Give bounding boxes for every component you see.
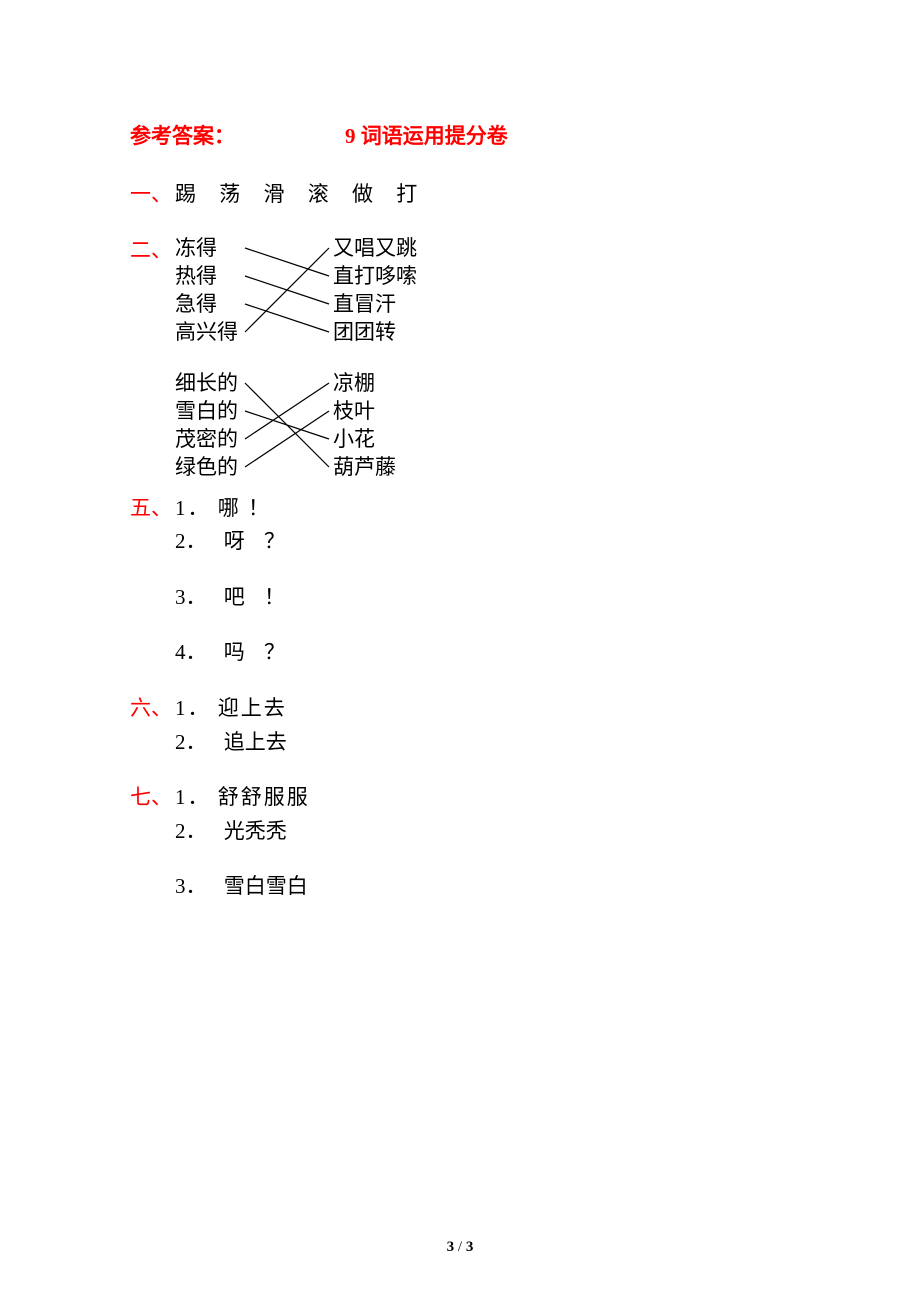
match-right-item: 直打哆嗦 [333,262,417,290]
item-text: 呀 [224,529,245,553]
match-left-item: 雪白的 [175,397,238,425]
item-num: 3． [175,874,207,898]
match-right-item: 凉棚 [333,369,396,397]
title-right: 9 词语运用提分卷 [345,120,508,150]
item-text: 追上去 [224,730,287,754]
word: 荡 [219,182,242,206]
match-left-col: 细长的 雪白的 茂密的 绿色的 [175,369,238,481]
page-footer: 3 / 3 [0,1239,920,1256]
match-left-item: 细长的 [175,369,238,397]
match-left-item: 冻得 [175,234,238,262]
section-two: 二、 冻得 热得 急得 高兴得 又唱又跳 直打哆嗦 直冒汗 团团转 [130,234,790,482]
item-text: 光秃秃 [224,819,287,843]
section-six-item: 2． 追上去 [175,726,790,760]
match-right-item: 葫芦藤 [333,453,396,481]
section-seven-item: 2． 光秃秃 [175,815,790,849]
section-five-item: 3． 吧 ！ [175,581,790,615]
match-right-item: 直冒汗 [333,290,417,318]
item-text: 迎上去 [218,696,287,720]
page-sep: / [454,1239,466,1255]
section-two-label: 二、 [130,234,175,482]
section-six-first: 1． 迎上去 [175,692,287,726]
match-right-item: 又唱又跳 [333,234,417,262]
item-num: 2． [175,819,207,843]
section-five: 五、 1． 哪 ！ [130,492,790,526]
item-text: 雪白雪白 [224,874,308,898]
section-one-words: 踢 荡 滑 滚 做 打 [175,178,433,212]
word: 滑 [264,182,287,206]
section-six: 六、 1． 迎上去 [130,692,790,726]
section-seven: 七、 1． 舒舒服服 [130,781,790,815]
section-seven-item: 3． 雪白雪白 [175,870,790,904]
item-text: 舒舒服服 [218,785,310,809]
item-num: 2． [175,730,207,754]
section-five-item: 4． 吗 ？ [175,636,790,670]
section-seven-label: 七、 [130,781,175,815]
section-five-label: 五、 [130,492,175,526]
match-right-item: 小花 [333,425,396,453]
item-punct: ！ [264,585,285,609]
page-total: 3 [466,1239,474,1255]
match-right-item: 团团转 [333,318,417,346]
document-page: 参考答案： 9 词语运用提分卷 一、 踢 荡 滑 滚 做 打 二、 冻得 热得 … [0,0,920,904]
match-right-col: 又唱又跳 直打哆嗦 直冒汗 团团转 [333,234,417,346]
item-punct: ？ [264,640,285,664]
match-left-item: 高兴得 [175,318,238,346]
match-left-item: 绿色的 [175,453,238,481]
match-left-item: 热得 [175,262,238,290]
item-num: 3． [175,585,207,609]
title-row: 参考答案： 9 词语运用提分卷 [130,120,790,150]
section-five-item: 2． 呀 ？ [175,525,790,559]
word: 滚 [308,182,331,206]
item-num: 2． [175,529,207,553]
item-num: 1． [175,785,211,809]
section-five-first: 1． 哪 ！ [175,492,271,526]
section-six-label: 六、 [130,692,175,726]
item-punct: ？ [264,529,285,553]
section-one-label: 一、 [130,178,175,212]
item-num: 1． [175,696,211,720]
word: 踢 [175,182,198,206]
match-left-item: 急得 [175,290,238,318]
item-punct: ！ [248,496,271,520]
item-text: 吗 [224,640,245,664]
item-text: 哪 [218,496,241,520]
match-left-item: 茂密的 [175,425,238,453]
match-left-col: 冻得 热得 急得 高兴得 [175,234,238,346]
item-num: 4． [175,640,207,664]
item-text: 吧 [224,585,245,609]
word: 打 [396,182,419,206]
match-right-col: 凉棚 枝叶 小花 葫芦藤 [333,369,396,481]
item-num: 1． [175,496,211,520]
match-right-item: 枝叶 [333,397,396,425]
section-one: 一、 踢 荡 滑 滚 做 打 [130,178,790,212]
title-left: 参考答案： [130,120,235,150]
word: 做 [352,182,375,206]
section-seven-first: 1． 舒舒服服 [175,781,310,815]
